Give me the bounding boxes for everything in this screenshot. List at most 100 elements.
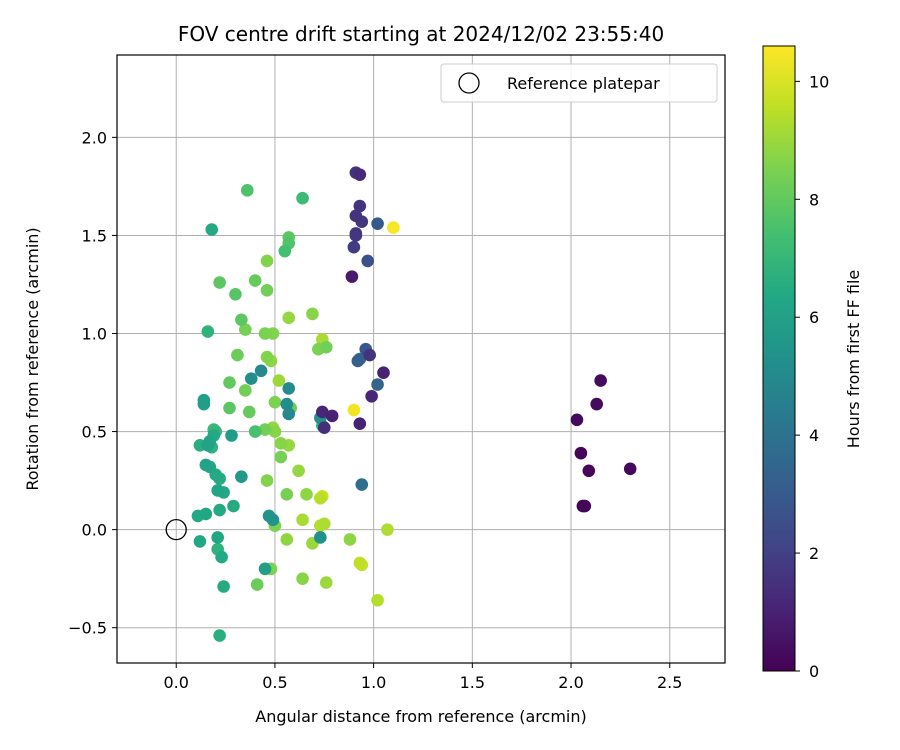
data-point <box>317 421 331 434</box>
data-point <box>250 578 264 591</box>
data-point <box>201 438 215 452</box>
data-point <box>381 523 394 536</box>
chart-title: FOV centre drift starting at 2024/12/02 … <box>178 22 664 46</box>
data-point <box>213 629 226 642</box>
grid-lines <box>117 55 725 663</box>
data-point <box>582 464 596 478</box>
data-point <box>365 389 378 403</box>
data-point <box>201 325 215 338</box>
data-point <box>574 446 588 460</box>
data-points <box>191 166 637 642</box>
data-point <box>248 425 262 438</box>
y-axis-label: Rotation from reference (arcmin) <box>23 227 42 490</box>
data-point <box>268 425 282 438</box>
x-axis-label: Angular distance from reference (arcmin) <box>255 707 586 726</box>
legend: Reference platepar <box>440 63 718 103</box>
data-point <box>347 403 361 417</box>
data-point <box>235 470 248 483</box>
data-point <box>371 217 384 230</box>
data-point <box>223 401 236 415</box>
data-point <box>239 323 252 336</box>
data-point <box>205 223 219 236</box>
data-point <box>353 168 367 181</box>
data-point <box>300 488 313 501</box>
data-point <box>223 376 236 389</box>
data-point <box>211 531 224 544</box>
reference-marker <box>165 518 187 541</box>
data-point <box>274 437 288 450</box>
data-point <box>280 533 294 546</box>
data-point <box>325 409 339 423</box>
x-tick-label: 1.5 <box>460 673 485 692</box>
data-point <box>343 533 357 546</box>
data-point <box>296 191 309 205</box>
legend-marker-open-circle <box>458 72 480 94</box>
data-point <box>193 535 207 548</box>
data-point <box>225 429 238 442</box>
x-tick-label: 0.5 <box>262 673 287 692</box>
data-point <box>317 517 331 531</box>
data-point <box>371 593 384 607</box>
y-tick-label: 2.0 <box>82 128 107 147</box>
data-point <box>280 488 294 501</box>
data-point <box>274 450 288 464</box>
legend-label: Reference platepar <box>507 74 660 93</box>
y-tick-label: 0.5 <box>82 423 107 442</box>
data-point <box>239 384 252 397</box>
data-point <box>268 395 282 409</box>
data-point <box>258 423 272 436</box>
y-tick-label: 0.0 <box>82 521 107 540</box>
y-tick-label: −0.5 <box>68 619 107 638</box>
data-point <box>319 340 333 354</box>
data-point <box>258 562 272 576</box>
colorbar-tick-label: 2 <box>809 544 819 563</box>
data-point <box>296 572 309 585</box>
data-point <box>319 576 333 589</box>
y-tick-label: 1.5 <box>82 226 107 245</box>
data-point <box>215 550 228 564</box>
data-point <box>361 254 375 268</box>
data-point <box>353 417 367 431</box>
data-point <box>292 464 305 478</box>
data-point <box>272 374 286 387</box>
colorbar-tick-label: 6 <box>809 308 819 327</box>
data-point <box>260 474 274 487</box>
legend-box <box>440 63 718 103</box>
data-point <box>211 484 224 497</box>
data-point <box>258 327 272 340</box>
data-point <box>355 478 369 491</box>
reference-point-marker <box>165 518 187 541</box>
data-point <box>227 499 240 513</box>
data-point <box>306 307 319 321</box>
data-point <box>260 284 274 297</box>
colorbar-tick-label: 10 <box>809 72 829 91</box>
x-tick-label: 2.5 <box>657 673 682 692</box>
colorbar-tick-label: 0 <box>809 662 819 681</box>
colorbar-label: Hours from first FF file <box>844 270 863 449</box>
data-point <box>213 503 226 517</box>
data-point <box>594 374 607 387</box>
data-point <box>314 491 327 505</box>
colorbar-tick-label: 8 <box>809 190 819 209</box>
data-point <box>377 366 390 380</box>
data-point <box>349 209 363 223</box>
data-point <box>217 580 230 593</box>
data-point <box>231 348 244 362</box>
data-point <box>371 378 384 391</box>
data-point <box>590 397 603 411</box>
data-point <box>296 513 309 527</box>
data-point <box>248 274 262 287</box>
data-point <box>244 372 258 385</box>
data-point <box>254 364 268 378</box>
data-point <box>351 354 365 368</box>
data-point <box>363 348 376 362</box>
y-axis-ticks: −0.5 0.0 0.5 1.0 1.5 2.0 <box>68 128 117 638</box>
data-point <box>282 407 296 421</box>
data-point <box>262 509 276 523</box>
data-point <box>315 405 329 419</box>
data-point <box>280 397 294 411</box>
data-point <box>213 276 226 289</box>
data-point <box>278 244 292 258</box>
colorbar-tick-label: 4 <box>809 426 819 445</box>
